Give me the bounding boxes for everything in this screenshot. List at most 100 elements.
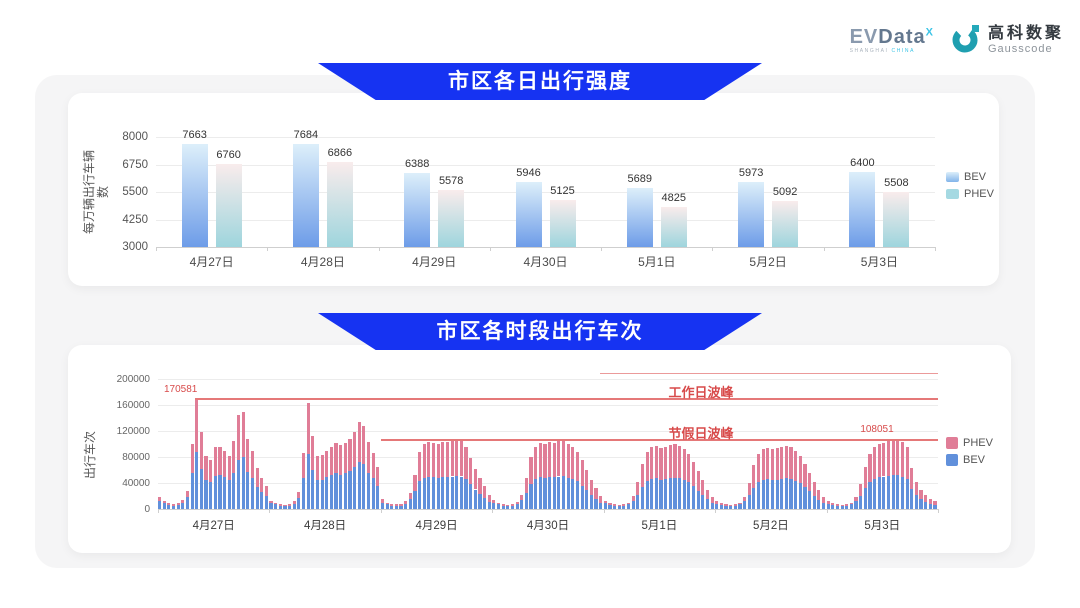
chart2-bar-bev[interactable] [617,506,621,509]
chart2-bar-phev[interactable] [650,447,654,480]
chart2-bar-bev[interactable] [524,492,528,510]
chart2-bar-bev[interactable] [594,498,598,509]
chart2-bar-bev[interactable] [705,499,710,510]
chart2-bar-phev[interactable] [859,484,863,496]
chart2-bar-bev[interactable] [733,505,737,510]
chart2-bar-bev[interactable] [501,505,505,510]
chart2-bar-phev[interactable] [566,444,570,478]
chart2-bar-bev[interactable] [747,495,751,509]
chart2-bar-bev[interactable] [849,504,853,509]
chart2-bar-bev[interactable] [236,459,241,509]
chart2-bar-bev[interactable] [696,490,700,509]
chart1-bar-bev[interactable] [738,181,765,247]
chart2-bar-phev[interactable] [743,496,747,502]
chart2-bar-phev[interactable] [213,447,217,476]
chart2-bar-phev[interactable] [427,442,431,477]
chart2-bar-bev[interactable] [469,484,473,509]
chart2-bar-bev[interactable] [297,497,301,509]
chart2-bar-bev[interactable] [218,475,222,509]
chart2-bar-bev[interactable] [845,505,849,510]
chart1-bar-bev[interactable] [515,182,542,247]
chart2-bar-phev[interactable] [673,444,677,478]
chart2-bar-phev[interactable] [933,501,937,506]
chart2-bar-bev[interactable] [376,485,380,509]
chart2-bar-phev[interactable] [483,486,487,498]
chart2-bar-phev[interactable] [701,480,705,496]
chart2-bar-phev[interactable] [520,494,524,500]
chart2-bar-phev[interactable] [209,459,213,483]
chart2-bar-phev[interactable] [353,432,357,468]
chart2-bar-phev[interactable] [580,460,584,486]
chart2-bar-phev[interactable] [738,502,742,505]
chart2-bar-bev[interactable] [900,476,905,509]
chart2-bar-phev[interactable] [617,505,621,507]
chart2-bar-phev[interactable] [543,444,547,478]
chart2-bar-phev[interactable] [362,425,366,465]
chart2-bar-phev[interactable] [501,504,505,506]
chart2-bar-phev[interactable] [339,445,343,475]
chart2-bar-phev[interactable] [877,444,881,478]
chart2-bar-phev[interactable] [817,490,821,500]
chart2-bar-phev[interactable] [636,481,640,495]
chart2-bar-phev[interactable] [162,500,166,504]
chart2-bar-phev[interactable] [529,457,533,484]
chart2-bar-bev[interactable] [761,479,765,510]
chart2-bar-bev[interactable] [399,505,403,510]
chart2-bar-phev[interactable] [306,403,310,454]
chart2-bar-phev[interactable] [882,442,886,477]
chart2-bar-bev[interactable] [715,503,719,509]
chart2-bar-phev[interactable] [719,503,723,506]
chart2-bar-bev[interactable] [928,503,932,509]
chart2-bar-bev[interactable] [450,476,454,509]
chart2-bar-bev[interactable] [515,504,519,509]
chart2-bar-bev[interactable] [171,505,176,510]
chart2-bar-bev[interactable] [366,472,371,509]
chart2-bar-phev[interactable] [260,478,264,493]
chart2-bar-phev[interactable] [236,414,241,460]
legend-item-bev[interactable]: BEV [946,454,993,466]
chart2-bar-phev[interactable] [552,442,556,478]
chart2-bar-phev[interactable] [515,501,519,505]
chart2-bar-phev[interactable] [561,440,566,476]
chart2-bar-bev[interactable] [557,476,561,509]
chart2-bar-bev[interactable] [548,476,552,509]
chart2-bar-bev[interactable] [910,488,914,509]
chart2-bar-phev[interactable] [441,442,445,477]
chart2-bar-bev[interactable] [329,475,333,509]
chart2-bar-bev[interactable] [752,487,756,509]
chart1-bar-bev[interactable] [404,172,431,247]
chart2-bar-bev[interactable] [724,505,728,510]
chart2-bar-bev[interactable] [766,479,770,509]
chart2-bar-bev[interactable] [510,505,515,510]
chart2-bar-phev[interactable] [343,443,347,474]
chart2-bar-bev[interactable] [826,503,830,509]
chart2-bar-bev[interactable] [780,479,784,509]
legend-item-phev[interactable]: PHEV [946,437,993,449]
chart2-bar-bev[interactable] [622,505,626,510]
chart2-bar-phev[interactable] [195,398,199,452]
chart2-bar-phev[interactable] [538,442,542,478]
chart2-bar-bev[interactable] [687,482,691,509]
chart2-bar-phev[interactable] [729,505,733,507]
chart2-bar-phev[interactable] [905,447,909,480]
chart2-bar-bev[interactable] [199,468,203,509]
chart2-bar-phev[interactable] [445,442,450,477]
chart2-bar-bev[interactable] [529,483,533,510]
chart2-bar-bev[interactable] [241,457,245,509]
chart2-bar-bev[interactable] [478,494,482,509]
chart2-bar-phev[interactable] [910,468,914,489]
chart2-bar-phev[interactable] [761,449,765,480]
chart2-bar-bev[interactable] [933,505,937,509]
chart2-bar-bev[interactable] [877,477,881,510]
chart2-bar-phev[interactable] [571,446,575,480]
chart2-bar-bev[interactable] [158,501,162,509]
chart2-bar-phev[interactable] [919,489,923,500]
chart2-bar-bev[interactable] [678,478,682,509]
chart2-bar-phev[interactable] [404,501,408,504]
chart2-bar-phev[interactable] [849,502,853,505]
chart2-bar-phev[interactable] [473,468,477,490]
chart2-bar-bev[interactable] [798,483,802,509]
chart2-bar-bev[interactable] [603,503,607,509]
chart2-bar-bev[interactable] [343,473,347,510]
chart2-bar-bev[interactable] [566,477,570,509]
